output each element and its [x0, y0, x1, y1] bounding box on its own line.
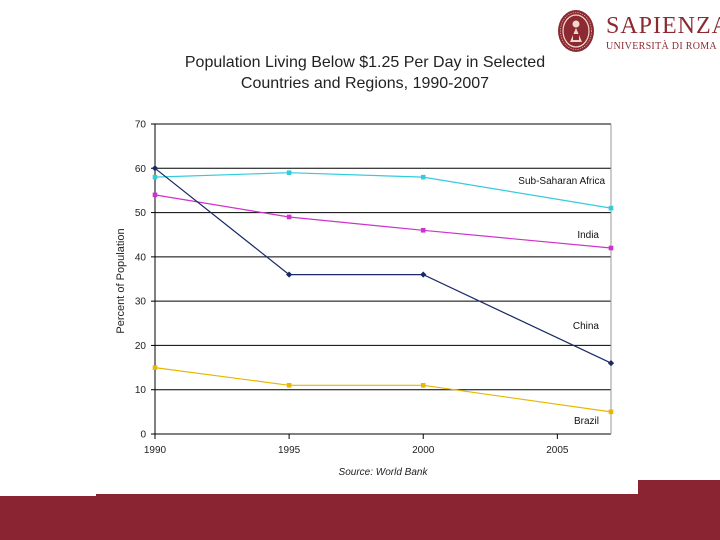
university-seal-icon — [558, 10, 594, 52]
footer-tab — [638, 480, 720, 498]
logo-name: SAPIENZA — [606, 13, 720, 39]
data-point-brazil — [286, 382, 292, 388]
data-point-brazil — [420, 382, 426, 388]
data-point-china — [286, 271, 293, 278]
x-tick-label: 2005 — [546, 445, 569, 456]
series-label-brazil: Brazil — [574, 416, 599, 427]
chart-title-line-2: Countries and Regions, 1990-2007 — [240, 75, 490, 92]
x-tick-label: 1990 — [144, 445, 167, 456]
data-point-sub-saharan-africa — [420, 174, 426, 180]
series-label-india: India — [577, 230, 599, 241]
label-layer: 0 10 20 30 40 50 60 70 1990 1995 2000 2005 Source: W… — [115, 120, 605, 479]
y-tick-label: 30 — [135, 297, 147, 308]
data-point-china — [607, 360, 615, 367]
chart-title: Population Living Below $1.25 Per Day in… — [160, 52, 570, 94]
x-axis-label: Source: World Bank — [339, 467, 429, 478]
series-line-china — [154, 167, 612, 364]
y-tick-label: 50 — [135, 208, 147, 219]
data-point-sub-saharan-africa — [152, 174, 158, 180]
x-tick-label: 2000 — [412, 445, 435, 456]
y-axis-label: Percent of Population — [115, 228, 127, 333]
data-point-india — [420, 227, 426, 233]
y-tick-label: 60 — [135, 164, 147, 175]
series-label-sub-saharan-africa: Sub-Saharan Africa — [518, 176, 605, 187]
y-tick-label: 0 — [140, 430, 146, 441]
sapienza-logo: SAPIENZA UNIVERSITÀ DI ROMA — [556, 8, 720, 56]
data-point-india — [152, 192, 158, 198]
footer-divider — [96, 494, 638, 496]
y-tick-label: 70 — [135, 120, 147, 131]
data-point-india — [608, 245, 614, 251]
grid-layer — [151, 123, 612, 439]
footer-band — [0, 496, 720, 540]
chart-title-line-1: Population Living Below $1.25 Per Day in… — [184, 54, 546, 71]
logo-subtitle: UNIVERSITÀ DI ROMA — [606, 41, 717, 52]
series-line-sub-saharan-africa — [154, 172, 612, 209]
data-point-sub-saharan-africa — [608, 205, 614, 211]
series-line-india — [154, 194, 612, 249]
series-layer — [151, 165, 615, 415]
data-point-sub-saharan-africa — [286, 170, 292, 176]
x-tick-label: 1995 — [278, 445, 301, 456]
data-point-brazil — [152, 365, 158, 370]
y-tick-label: 40 — [135, 252, 147, 263]
series-line-brazil — [154, 367, 612, 413]
y-tick-label: 20 — [135, 341, 147, 352]
series-label-china: China — [573, 321, 600, 332]
y-tick-label: 10 — [135, 385, 147, 396]
data-point-brazil — [608, 409, 614, 415]
data-point-india — [286, 214, 292, 220]
data-point-china — [420, 271, 427, 278]
